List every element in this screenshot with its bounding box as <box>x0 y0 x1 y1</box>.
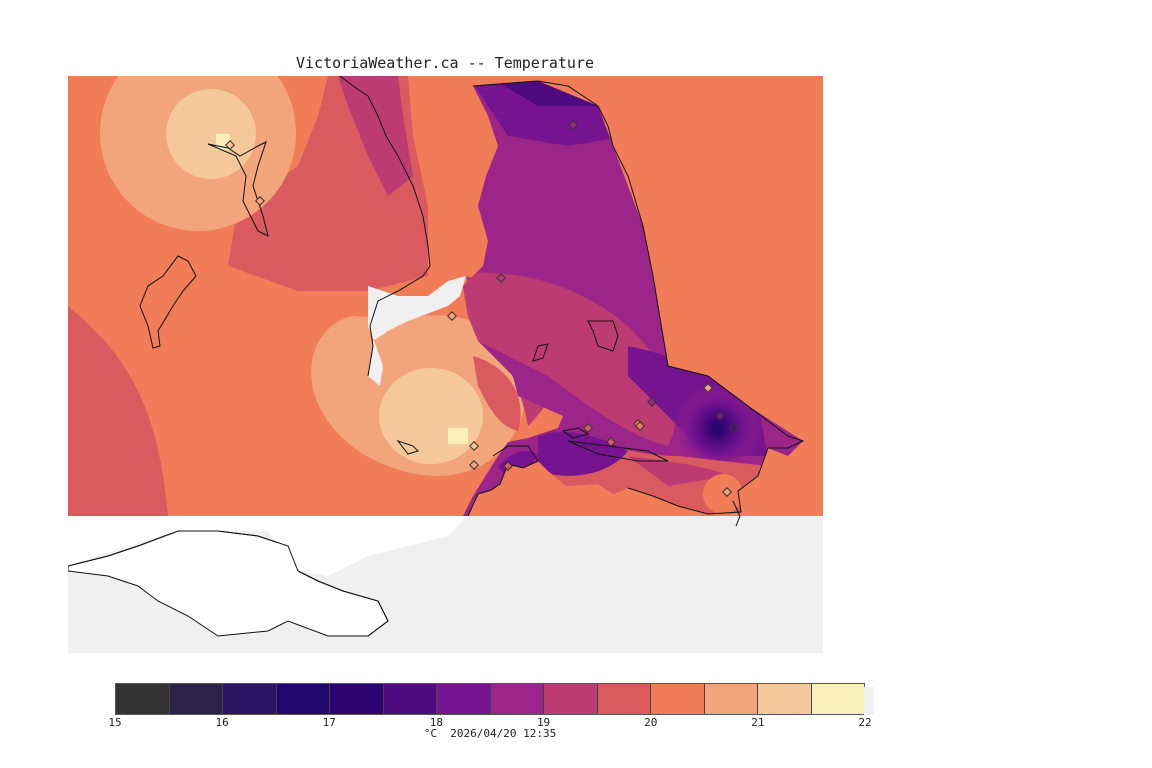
station-marker[interactable] <box>496 273 506 283</box>
legend-tick-label: 15 <box>108 716 122 729</box>
legend-swatch <box>116 684 170 714</box>
legend-swatch <box>169 684 223 714</box>
legend-tick-label: 20 <box>644 716 658 729</box>
color-scale-legend <box>115 683 865 715</box>
legend-tick-label: 16 <box>215 716 229 729</box>
legend-tick-label: 21 <box>751 716 765 729</box>
legend-swatch <box>758 684 812 714</box>
station-marker[interactable] <box>503 461 513 471</box>
legend-swatch <box>597 684 651 714</box>
station-marker[interactable] <box>715 411 725 421</box>
legend-swatch <box>276 684 330 714</box>
station-marker[interactable] <box>255 196 265 206</box>
legend-swatch <box>811 684 864 714</box>
station-marker[interactable] <box>469 460 479 470</box>
station-marker[interactable] <box>722 487 732 497</box>
unit-label: °C <box>423 727 438 740</box>
legend-shadow <box>864 687 874 715</box>
station-marker[interactable] <box>225 140 235 150</box>
station-marker[interactable] <box>703 383 713 393</box>
legend-tick-label: 17 <box>322 716 336 729</box>
legend-swatch <box>490 684 544 714</box>
station-marker[interactable] <box>568 120 578 130</box>
station-marker[interactable] <box>647 397 657 407</box>
legend-swatch <box>704 684 758 714</box>
legend-tick-label: 19 <box>536 716 551 729</box>
station-marker[interactable] <box>469 441 479 451</box>
inlet <box>368 276 466 386</box>
station-marker[interactable] <box>447 311 457 321</box>
legend-tick-label: 22 <box>858 716 872 729</box>
legend-swatch <box>383 684 437 714</box>
legend-swatch <box>437 684 491 714</box>
legend-swatch <box>330 684 384 714</box>
legend-tick-label: 18 <box>429 716 444 729</box>
south-white <box>68 516 468 576</box>
station-markers[interactable] <box>225 120 739 497</box>
temperature-map[interactable] <box>68 76 823 653</box>
legend-caption: °C 2026/04/20 12:35 <box>424 727 556 740</box>
station-marker[interactable] <box>583 423 593 433</box>
map-title: VictoriaWeather.ca -- Temperature <box>296 54 595 72</box>
timestamp-label: 2026/04/20 12:35 <box>450 727 557 740</box>
legend-swatch <box>223 684 277 714</box>
map-canvas <box>68 76 823 637</box>
coastlines <box>68 76 805 637</box>
legend-swatch <box>544 684 598 714</box>
station-marker[interactable] <box>635 421 645 431</box>
station-marker[interactable] <box>729 423 739 433</box>
legend-swatch <box>651 684 705 714</box>
station-marker[interactable] <box>606 437 616 447</box>
